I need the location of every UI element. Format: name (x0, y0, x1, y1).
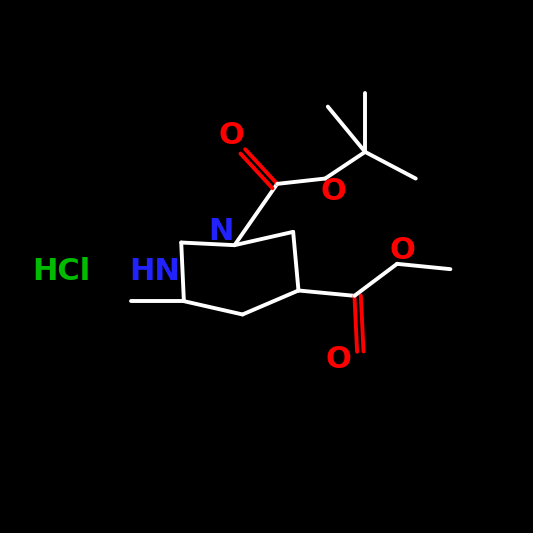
Text: HN: HN (129, 257, 180, 286)
Text: O: O (390, 236, 415, 265)
Text: O: O (326, 345, 351, 374)
Text: O: O (320, 177, 346, 206)
Text: N: N (208, 217, 234, 246)
Text: O: O (219, 122, 245, 150)
Text: HCl: HCl (32, 257, 91, 286)
